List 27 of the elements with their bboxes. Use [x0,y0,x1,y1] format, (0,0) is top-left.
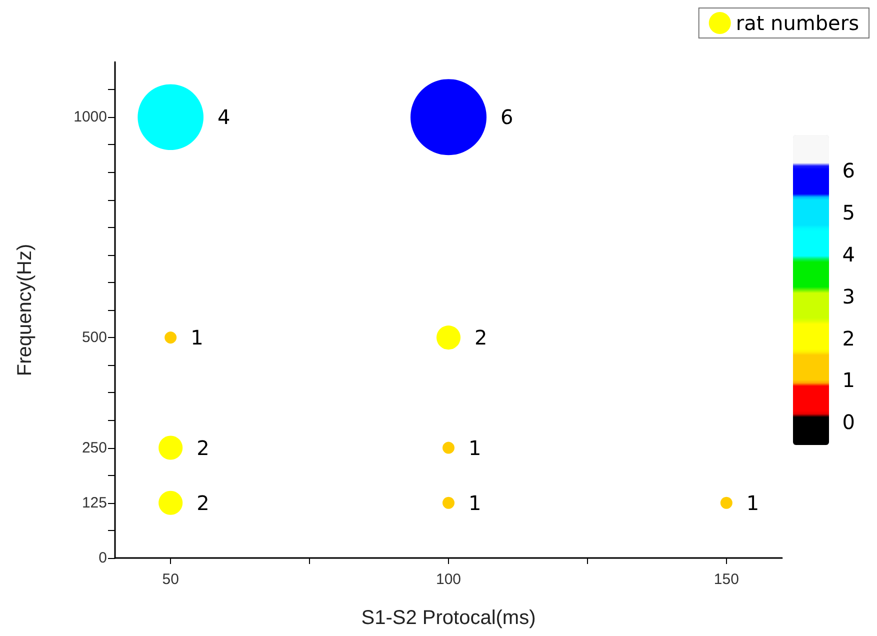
annotation: 6 [500,105,514,130]
color-bar-label: 6 [842,158,856,183]
annotation: 1 [746,490,760,515]
color-bar-label: 4 [842,242,856,266]
annotation: 1 [190,326,204,350]
y-tick-label: 250 [82,439,107,456]
annotation: 2 [196,490,210,515]
y-tick-label: 0 [98,550,107,566]
color-bar-label: 3 [842,284,856,308]
annotation: 2 [196,436,210,460]
color-bar-label: 0 [842,410,856,434]
y-tick-label: 500 [82,329,107,346]
x-axis-title: S1-S2 Protocal(ms) [361,607,536,629]
x-tick-label: 150 [714,571,739,588]
y-tick-label: 125 [82,494,107,512]
color-bar-label: 5 [842,200,856,225]
color-bar-label: 1 [842,368,856,392]
legend-label: rat numbers [736,11,859,35]
y-axis-title: Frequency(Hz) [14,244,36,376]
color-bar-label: 2 [842,326,856,350]
annotation: 1 [468,490,482,515]
y-tick-label: 1000 [74,108,107,126]
annotation: 4 [217,105,230,130]
x-tick-label: 100 [436,571,462,588]
annotation: 1 [468,436,482,460]
x-tick-label: 50 [162,571,179,588]
annotation: 2 [474,326,488,350]
